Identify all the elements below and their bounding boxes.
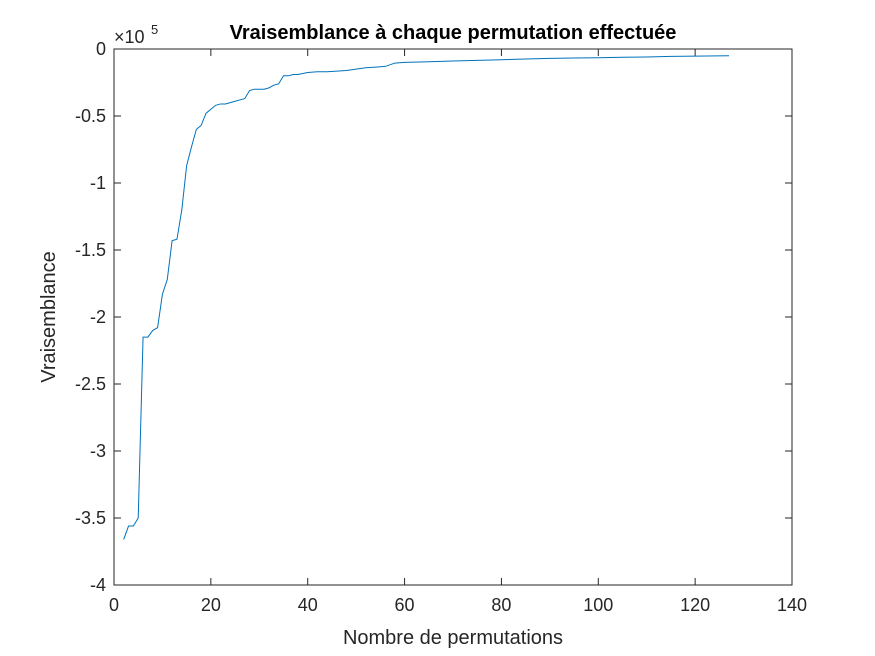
x-tick-label: 20 xyxy=(201,595,221,615)
y-tick-label: -1.5 xyxy=(75,240,106,260)
y-exponent-power: 5 xyxy=(151,22,158,37)
x-tick-label: 0 xyxy=(109,595,119,615)
y-tick-label: 0 xyxy=(96,39,106,59)
x-tick-label: 60 xyxy=(395,595,415,615)
x-tick-label: 140 xyxy=(777,595,807,615)
chart-title: Vraisemblance à chaque permutation effec… xyxy=(230,22,677,44)
plot-area xyxy=(113,48,793,586)
series-line-0 xyxy=(123,55,730,540)
y-tick-label: -3.5 xyxy=(75,508,106,528)
y-exponent-base: ×10 xyxy=(114,27,145,47)
y-axis-label: Vraisemblance xyxy=(38,251,60,383)
series-layer xyxy=(123,55,730,540)
x-tick-label: 40 xyxy=(298,595,318,615)
y-tick-label: -2.5 xyxy=(75,374,106,394)
x-tick-label: 120 xyxy=(680,595,710,615)
y-tick-label: -3 xyxy=(90,441,106,461)
y-tick-label: -2 xyxy=(90,307,106,327)
y-tick-label: -0.5 xyxy=(75,106,106,126)
x-axis-label: Nombre de permutations xyxy=(343,627,563,649)
y-exponent-label: ×10 5 xyxy=(114,22,158,47)
y-tick-label: -4 xyxy=(90,575,106,595)
y-tick-label: -1 xyxy=(90,173,106,193)
x-tick-label: 100 xyxy=(583,595,613,615)
ticks-layer: 0 20 40 60 80 100 120 140 0 -0.5 -1 -1.5 -2 -2.5 -3 -3.… xyxy=(75,39,807,615)
x-tick-label: 80 xyxy=(491,595,511,615)
